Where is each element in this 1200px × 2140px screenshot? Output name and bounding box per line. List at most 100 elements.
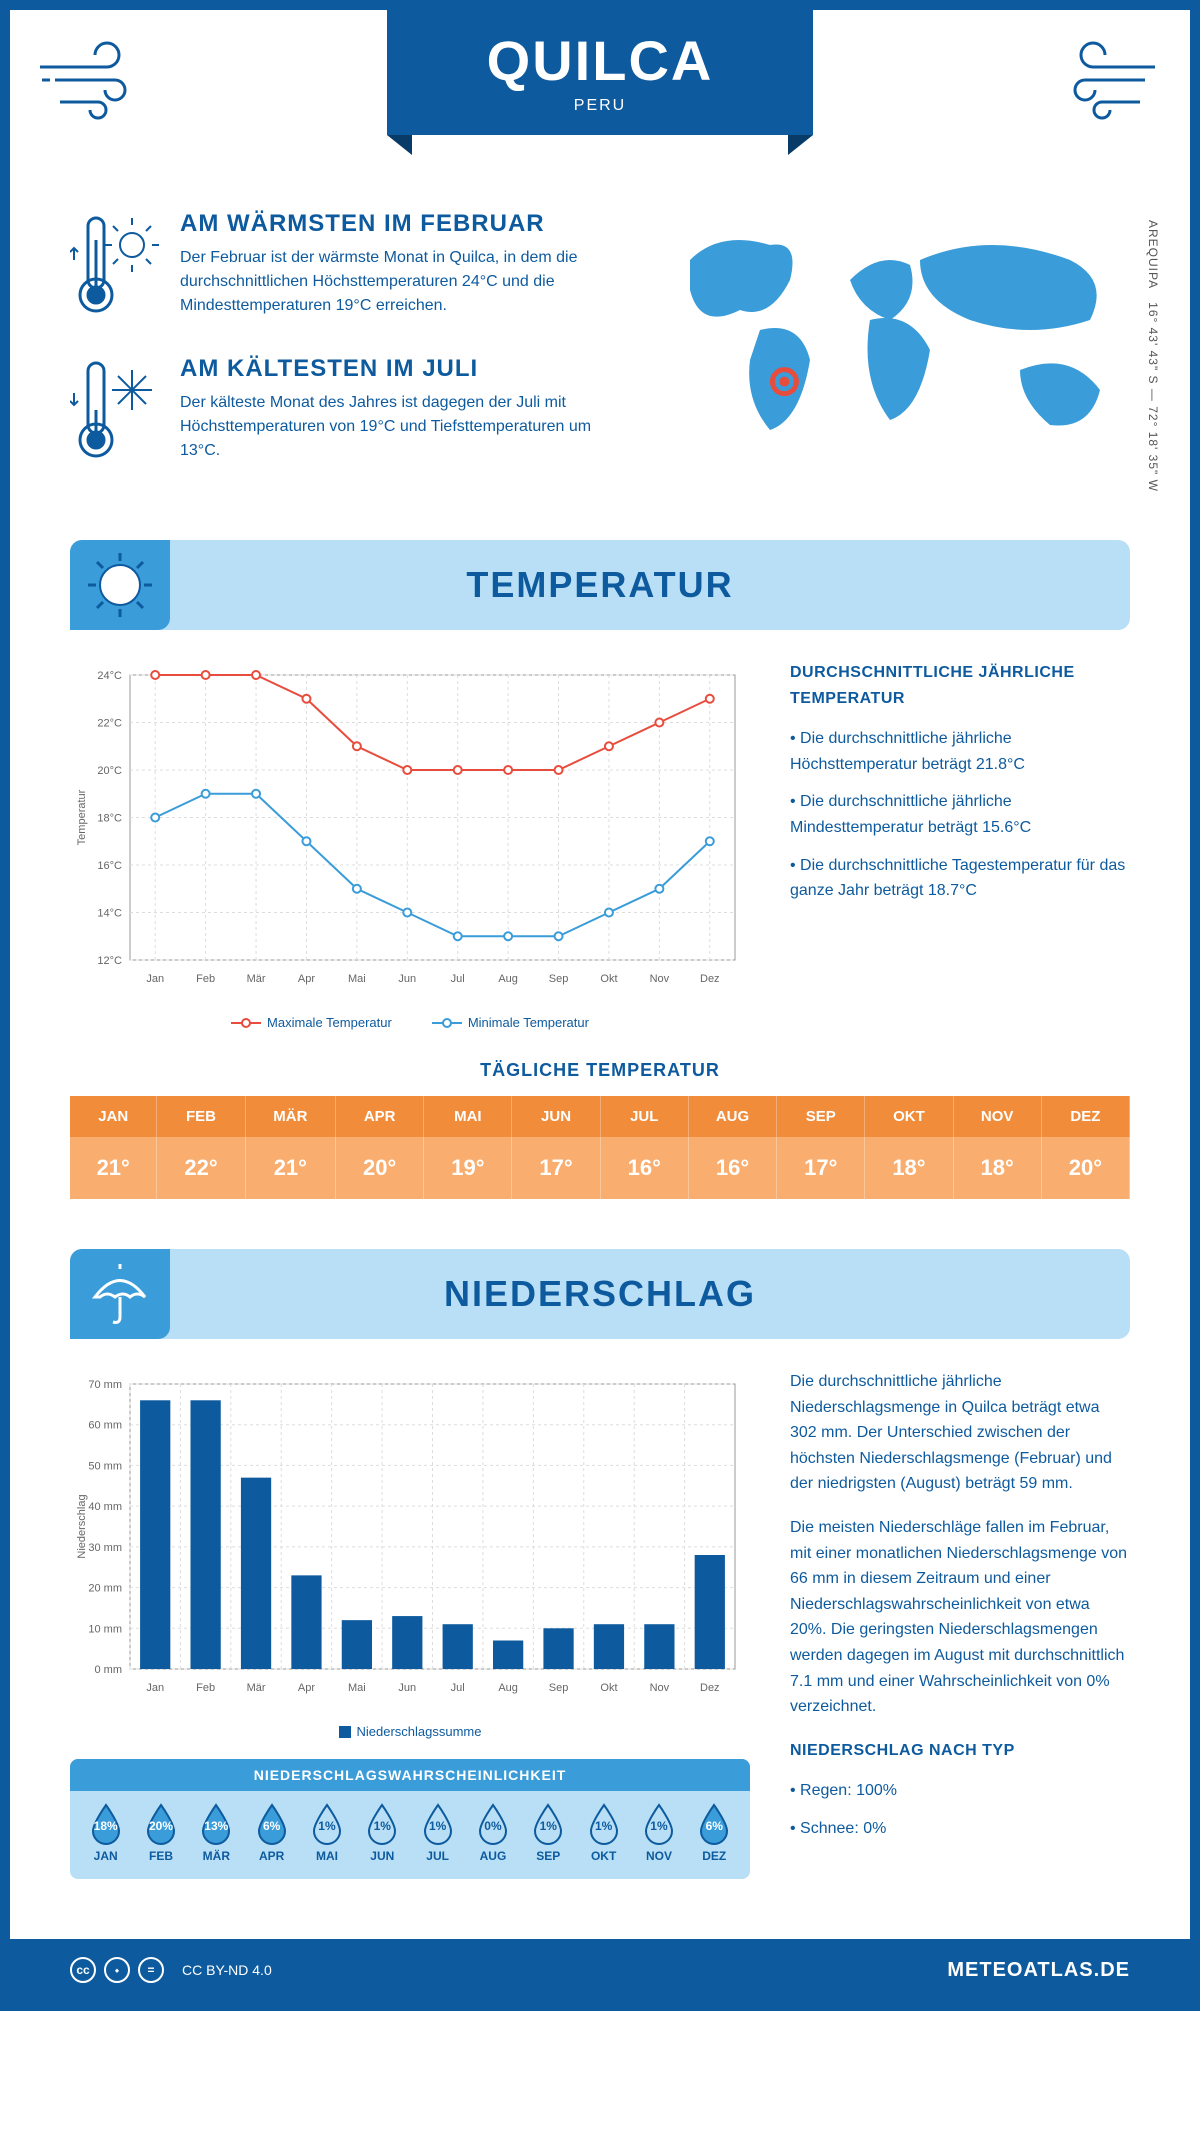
fact-title: AM WÄRMSTEN IM FEBRUAR [180,210,610,238]
svg-text:20°C: 20°C [97,765,122,777]
drop-icon: 6% [255,1803,289,1845]
svg-text:Jul: Jul [451,1682,465,1694]
daily-temp-title: TÄGLICHE TEMPERATUR [70,1060,1130,1081]
svg-text:Dez: Dez [700,1682,720,1694]
fact-warmest: AM WÄRMSTEN IM FEBRUAR Der Februar ist d… [70,210,610,325]
fact-text: Der Februar ist der wärmste Monat in Qui… [180,246,610,318]
drop-icon: 0% [476,1803,510,1845]
svg-text:Feb: Feb [196,1682,215,1694]
probability-cell: 1% OKT [576,1803,631,1863]
table-cell: 20° [336,1137,424,1199]
precipitation-probability-box: NIEDERSCHLAGSWAHRSCHEINLICHKEIT 18% JAN … [70,1759,750,1879]
drop-icon: 6% [697,1803,731,1845]
table-header: MÄR [245,1096,335,1137]
table-header: APR [336,1096,424,1137]
svg-text:Mai: Mai [348,973,366,985]
license-badges: cc 🞘 = CC BY-ND 4.0 [70,1957,272,1983]
drop-icon: 1% [310,1803,344,1845]
probability-cell: 1% NOV [631,1803,686,1863]
table-header: AUG [688,1096,776,1137]
drop-icon: 1% [587,1803,621,1845]
table-cell: 22° [157,1137,245,1199]
svg-text:20 mm: 20 mm [88,1583,122,1595]
fact-text: Der kälteste Monat des Jahres ist dagege… [180,391,610,463]
svg-text:24°C: 24°C [97,670,122,682]
svg-text:Niederschlag: Niederschlag [76,1494,88,1558]
svg-text:70 mm: 70 mm [88,1379,122,1391]
table-header: FEB [157,1096,245,1137]
section-header-temperature: TEMPERATUR [70,540,1130,630]
svg-text:Apr: Apr [298,973,315,985]
svg-text:16°C: 16°C [97,860,122,872]
svg-text:Mär: Mär [247,973,266,985]
table-cell: 20° [1041,1137,1129,1199]
table-cell: 19° [424,1137,512,1199]
svg-text:Mai: Mai [348,1682,366,1694]
license-text: CC BY-ND 4.0 [182,1962,272,1978]
probability-cell: 1% MAI [299,1803,354,1863]
probability-cell: 13% MÄR [189,1803,244,1863]
site-name: METEOATLAS.DE [947,1959,1130,1982]
coordinates: AREQUIPA 16° 43' 43" S — 72° 18' 35" W [1146,220,1160,492]
svg-text:22°C: 22°C [97,718,122,730]
world-map: AREQUIPA 16° 43' 43" S — 72° 18' 35" W [650,210,1130,500]
table-cell: 21° [70,1137,157,1199]
svg-text:Mär: Mär [247,1682,266,1694]
country-name: PERU [487,97,714,115]
drop-icon: 1% [531,1803,565,1845]
table-header: OKT [865,1096,953,1137]
svg-text:Dez: Dez [700,973,720,985]
drop-icon: 1% [421,1803,455,1845]
thermometer-sun-icon [70,210,160,325]
footer: cc 🞘 = CC BY-ND 4.0 METEOATLAS.DE [10,1939,1190,2001]
probability-cell: 6% APR [244,1803,299,1863]
svg-text:30 mm: 30 mm [88,1542,122,1554]
drop-icon: 1% [365,1803,399,1845]
probability-cell: 1% SEP [521,1803,576,1863]
svg-text:Apr: Apr [298,1682,315,1694]
table-header: MAI [424,1096,512,1137]
probability-cell: 20% FEB [133,1803,188,1863]
table-header: DEZ [1041,1096,1129,1137]
section-title: NIEDERSCHLAG [444,1273,756,1315]
svg-text:Okt: Okt [600,973,617,985]
umbrella-icon [70,1249,170,1339]
svg-text:50 mm: 50 mm [88,1460,122,1472]
fact-title: AM KÄLTESTEN IM JULI [180,355,610,383]
svg-text:Jan: Jan [146,973,164,985]
section-title: TEMPERATUR [466,564,733,606]
page: QUILCA PERU AM WÄRMSTEN IM FEBRUAR Der F… [0,0,1200,2011]
drop-icon: 20% [144,1803,178,1845]
svg-text:Nov: Nov [650,1682,670,1694]
temperature-line-chart: 12°C14°C16°C18°C20°C22°C24°CTemperaturJa… [70,660,750,1030]
table-cell: 18° [953,1137,1041,1199]
table-header: JAN [70,1096,157,1137]
svg-text:Jun: Jun [398,973,416,985]
svg-text:40 mm: 40 mm [88,1501,122,1513]
section-header-precipitation: NIEDERSCHLAG [70,1249,1130,1339]
header: QUILCA PERU [10,10,1190,210]
table-cell: 17° [512,1137,600,1199]
table-cell: 21° [245,1137,335,1199]
precipitation-summary: Die durchschnittliche jährliche Niedersc… [790,1369,1130,1879]
daily-temp-table: JANFEBMÄRAPRMAIJUNJULAUGSEPOKTNOVDEZ 21°… [70,1096,1130,1199]
svg-text:Jun: Jun [398,1682,416,1694]
nd-icon: = [138,1957,164,1983]
table-cell: 17° [777,1137,865,1199]
svg-text:Sep: Sep [549,1682,569,1694]
svg-text:Aug: Aug [498,1682,518,1694]
probability-cell: 1% JUN [355,1803,410,1863]
svg-text:Okt: Okt [600,1682,617,1694]
table-header: JUL [600,1096,688,1137]
fact-coldest: AM KÄLTESTEN IM JULI Der kälteste Monat … [70,355,610,470]
sun-icon [70,540,170,630]
chart-legend: Maximale Temperatur Minimale Temperatur [70,1015,750,1030]
probability-cell: 18% JAN [78,1803,133,1863]
table-header: JUN [512,1096,600,1137]
svg-text:Jul: Jul [451,973,465,985]
title-banner: QUILCA PERU [387,10,814,135]
probability-cell: 0% AUG [465,1803,520,1863]
by-icon: 🞘 [104,1957,130,1983]
svg-text:Temperatur: Temperatur [76,789,88,845]
city-name: QUILCA [487,28,714,93]
